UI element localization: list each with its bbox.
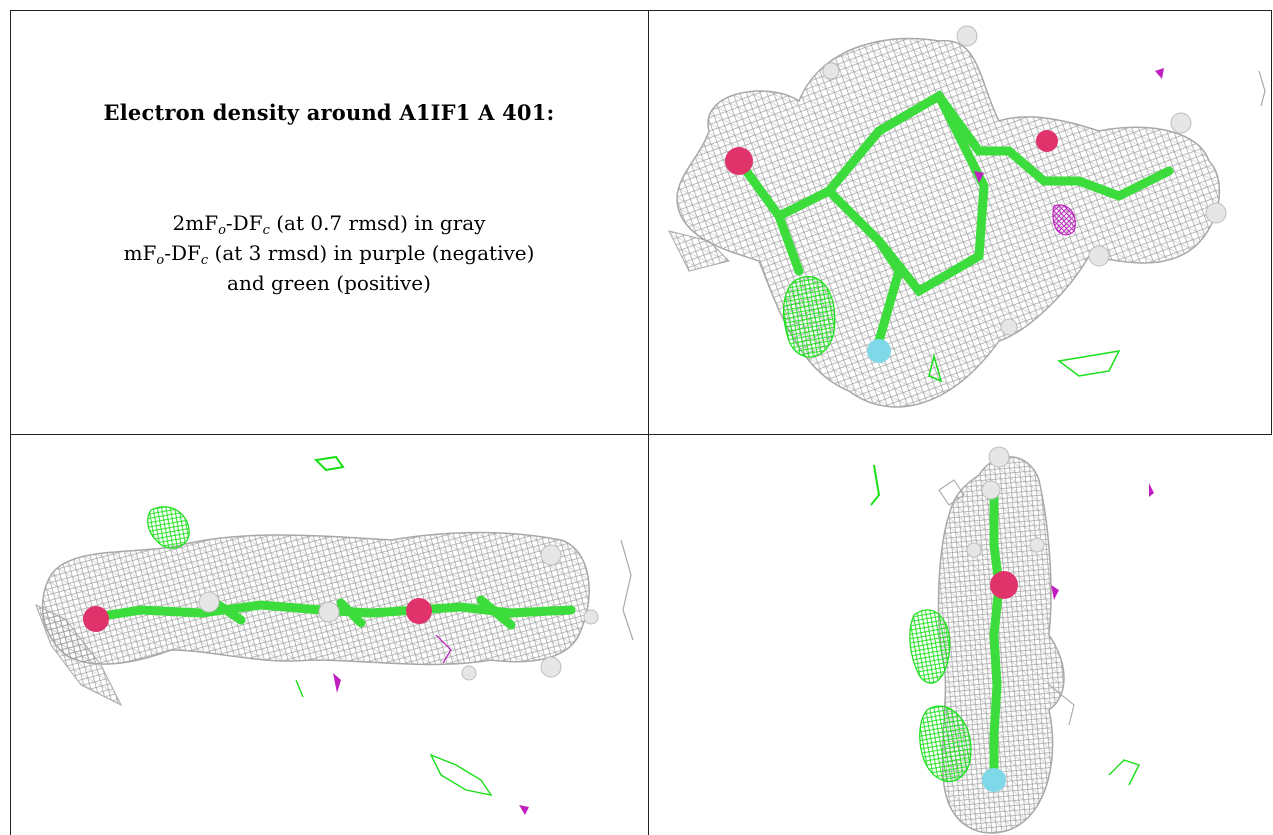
negative-density-purple xyxy=(1052,204,1076,236)
table-border-top xyxy=(10,10,1272,11)
figure-table: Electron density around A1IF1 A 401: 2mF… xyxy=(10,10,1272,835)
gray-density-fragment xyxy=(620,539,634,641)
table-border-middle xyxy=(648,10,649,835)
gray-mesh-fringe xyxy=(35,603,123,707)
gray-density-fragment xyxy=(1258,70,1266,107)
oxygen-atom xyxy=(725,147,753,175)
positive-density-green xyxy=(295,679,304,698)
view-bottom-right xyxy=(649,435,1271,835)
negative-density-purple xyxy=(519,805,529,815)
positive-density-green xyxy=(870,464,881,506)
carbon-bonds xyxy=(989,485,1004,780)
table-border-left xyxy=(10,10,11,835)
legend-line-fo-fc: mFo-DFc (at 3 rmsd) in purple (negative) xyxy=(123,241,535,268)
density-map-end-on xyxy=(870,446,1154,834)
positive-density-green xyxy=(313,455,345,472)
oxygen-atom xyxy=(1036,130,1058,152)
gray-mesh-fringe xyxy=(668,230,730,272)
table-border-row xyxy=(10,434,1272,435)
positive-density-green xyxy=(919,705,972,783)
negative-density-purple xyxy=(435,634,452,664)
oxygen-atom xyxy=(990,571,1018,599)
positive-density-green xyxy=(1108,759,1140,786)
carbon-bonds xyxy=(734,90,1174,346)
negative-density-purple xyxy=(1155,68,1164,79)
legend-line-positive: and green (positive) xyxy=(227,271,431,295)
negative-density-purple xyxy=(1149,483,1154,497)
density-map-side xyxy=(35,455,634,815)
figure-title: Electron density around A1IF1 A 401: xyxy=(103,100,555,125)
positive-density-green xyxy=(909,609,951,684)
gray-density-fragment xyxy=(938,479,965,506)
hydrogen-atoms xyxy=(198,544,599,681)
view-bottom-left xyxy=(11,435,648,835)
gray-density-mesh xyxy=(41,531,590,666)
positive-density-green xyxy=(783,276,836,358)
fluorine-atom xyxy=(867,339,891,363)
negative-density-purple xyxy=(1051,585,1059,600)
legend-line-2fo-fc: 2mFo-DFc (at 0.7 rmsd) in gray xyxy=(172,211,486,238)
caption-cell: Electron density around A1IF1 A 401: 2mF… xyxy=(10,10,648,434)
hydrogen-atoms xyxy=(966,446,1045,558)
view-top-right xyxy=(649,11,1271,434)
legend-text: 2mFo-DFc (at 0.7 rmsd) in gray mFo-DFc (… xyxy=(10,208,648,298)
fluorine-atom xyxy=(982,768,1006,792)
positive-density-green xyxy=(1057,350,1121,377)
positive-density-green xyxy=(928,353,943,383)
gray-density-mesh xyxy=(676,37,1221,408)
negative-density-purple xyxy=(333,673,341,693)
density-map-face-on xyxy=(668,25,1266,408)
table-border-right xyxy=(1271,10,1272,434)
positive-density-green xyxy=(429,753,493,797)
positive-density-green xyxy=(147,506,190,549)
negative-density-purple xyxy=(974,171,984,183)
gray-density-fragment xyxy=(1048,684,1075,726)
oxygen-atom xyxy=(83,606,109,632)
hydrogen-atoms xyxy=(822,25,1227,336)
oxygen-atom xyxy=(406,598,432,624)
